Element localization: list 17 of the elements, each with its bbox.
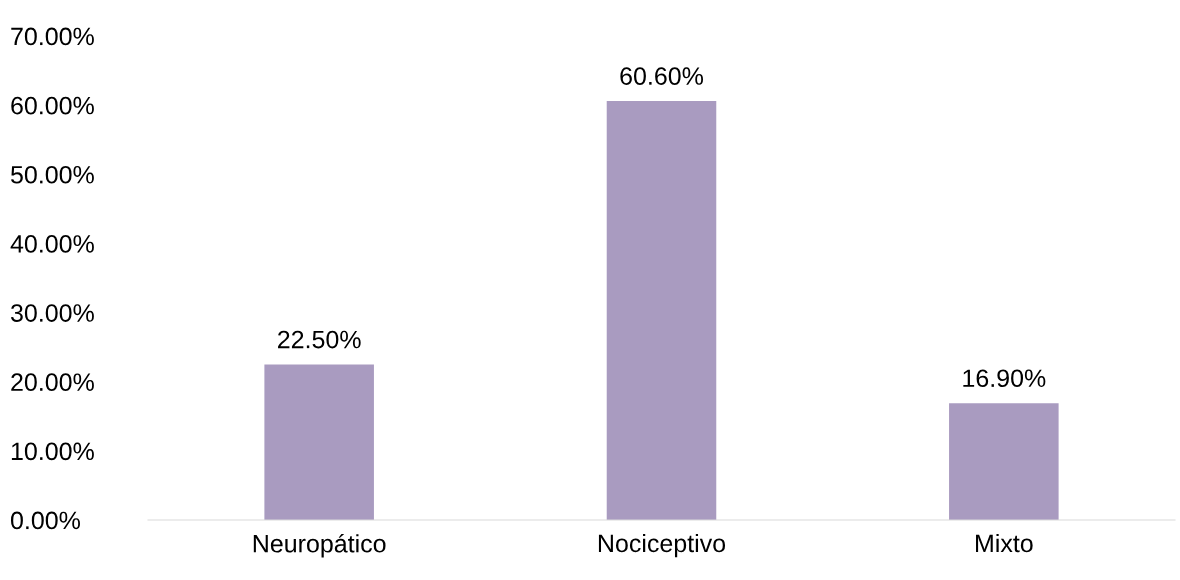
bar: [949, 403, 1059, 520]
y-tick-label: 50.00%: [11, 165, 94, 184]
x-tick-label: Neuropático: [253, 533, 386, 558]
data-label: 60.60%: [620, 67, 704, 85]
data-label: 16.90%: [963, 369, 1046, 388]
x-tick-label: Mixto: [976, 533, 1033, 553]
x-tick-label: Nociceptivo: [598, 533, 726, 558]
y-tick-label: 10.00%: [11, 442, 94, 461]
y-tick-label: 40.00%: [10, 235, 94, 253]
bar: [264, 364, 374, 520]
data-label: 22.50%: [278, 330, 361, 349]
y-tick-label: 0.00%: [10, 511, 80, 530]
y-tick-label: 20.00%: [11, 373, 94, 392]
y-tick-label: 60.00%: [11, 96, 94, 115]
y-tick-label: 30.00%: [10, 304, 94, 322]
y-tick-label: 70.00%: [11, 27, 94, 46]
bar: [606, 100, 717, 520]
